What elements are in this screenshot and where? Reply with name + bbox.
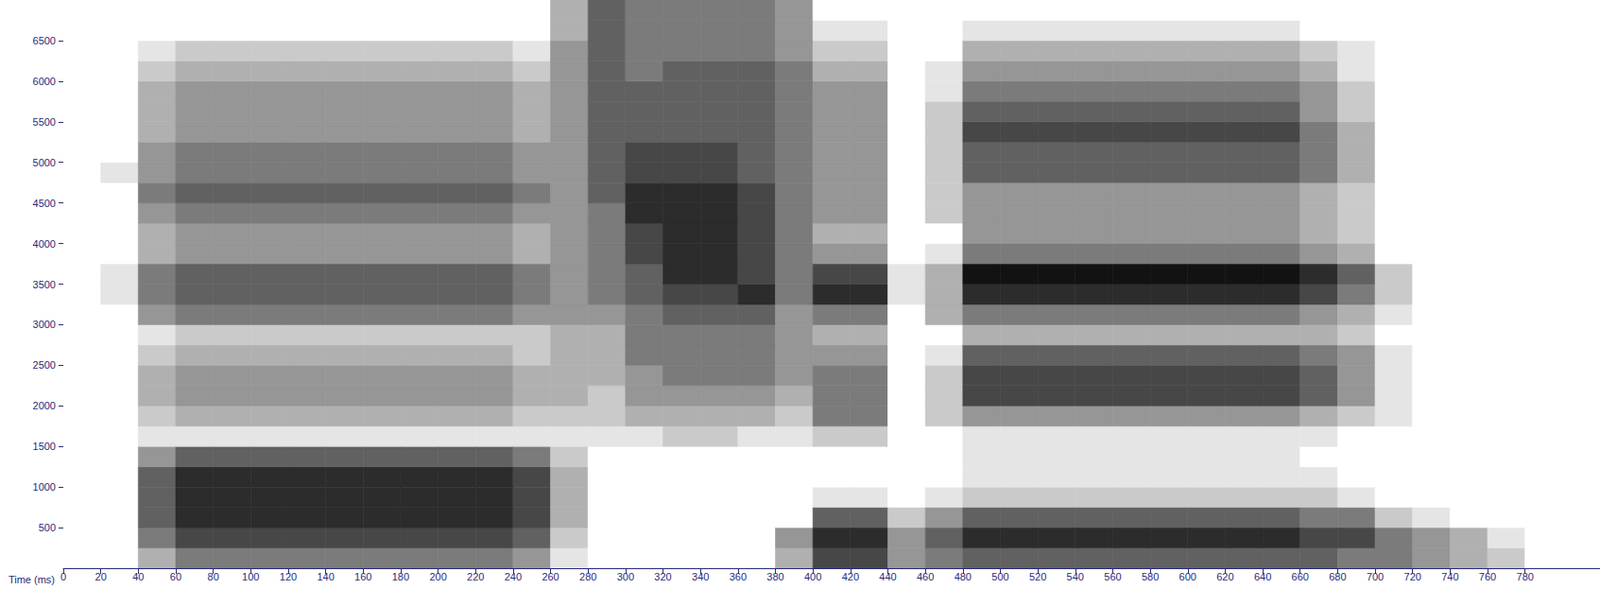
svg-text:740: 740 xyxy=(1441,570,1459,583)
svg-text:1500: 1500 xyxy=(33,440,56,452)
svg-text:340: 340 xyxy=(691,570,709,583)
svg-text:500: 500 xyxy=(991,570,1009,583)
svg-text:500: 500 xyxy=(38,521,56,534)
svg-text:160: 160 xyxy=(354,570,372,583)
svg-text:360: 360 xyxy=(729,570,747,583)
svg-text:400: 400 xyxy=(804,570,822,583)
svg-text:220: 220 xyxy=(466,570,484,583)
svg-text:240: 240 xyxy=(504,570,522,583)
svg-text:200: 200 xyxy=(429,570,447,583)
svg-text:580: 580 xyxy=(1141,570,1159,583)
svg-text:440: 440 xyxy=(878,570,896,583)
svg-text:300: 300 xyxy=(617,570,635,583)
svg-text:260: 260 xyxy=(541,570,559,583)
svg-text:780: 780 xyxy=(1516,570,1534,583)
svg-text:480: 480 xyxy=(954,570,972,583)
svg-text:660: 660 xyxy=(1291,570,1309,583)
svg-text:320: 320 xyxy=(653,570,671,583)
svg-text:5500: 5500 xyxy=(33,116,56,128)
svg-text:520: 520 xyxy=(1029,570,1047,583)
svg-text:540: 540 xyxy=(1066,570,1084,583)
svg-text:5000: 5000 xyxy=(33,156,56,169)
svg-text:2000: 2000 xyxy=(33,399,56,412)
svg-text:4500: 4500 xyxy=(33,197,56,209)
svg-text:620: 620 xyxy=(1216,570,1234,583)
svg-text:600: 600 xyxy=(1179,570,1197,583)
svg-text:700: 700 xyxy=(1366,570,1384,583)
svg-text:640: 640 xyxy=(1254,570,1272,583)
svg-text:100: 100 xyxy=(241,570,259,583)
svg-text:0: 0 xyxy=(60,570,67,583)
svg-text:2500: 2500 xyxy=(33,359,56,371)
svg-text:1000: 1000 xyxy=(33,481,56,493)
svg-text:460: 460 xyxy=(916,570,934,583)
svg-text:760: 760 xyxy=(1479,570,1497,583)
svg-text:6500: 6500 xyxy=(33,34,56,47)
svg-text:180: 180 xyxy=(392,570,410,583)
svg-text:380: 380 xyxy=(766,570,784,583)
svg-text:140: 140 xyxy=(316,570,334,583)
svg-text:6000: 6000 xyxy=(33,75,56,87)
svg-text:Time (ms): Time (ms) xyxy=(8,573,55,585)
svg-text:720: 720 xyxy=(1404,570,1422,583)
svg-text:120: 120 xyxy=(279,570,297,583)
svg-text:420: 420 xyxy=(842,570,860,583)
svg-text:4000: 4000 xyxy=(33,238,56,250)
svg-text:3500: 3500 xyxy=(33,278,56,291)
svg-text:80: 80 xyxy=(207,570,220,583)
svg-text:40: 40 xyxy=(132,570,144,583)
svg-text:680: 680 xyxy=(1328,570,1346,583)
svg-text:20: 20 xyxy=(95,570,107,583)
svg-text:60: 60 xyxy=(170,570,182,583)
svg-text:280: 280 xyxy=(579,570,597,583)
svg-text:560: 560 xyxy=(1103,570,1121,583)
svg-text:3000: 3000 xyxy=(33,318,56,330)
